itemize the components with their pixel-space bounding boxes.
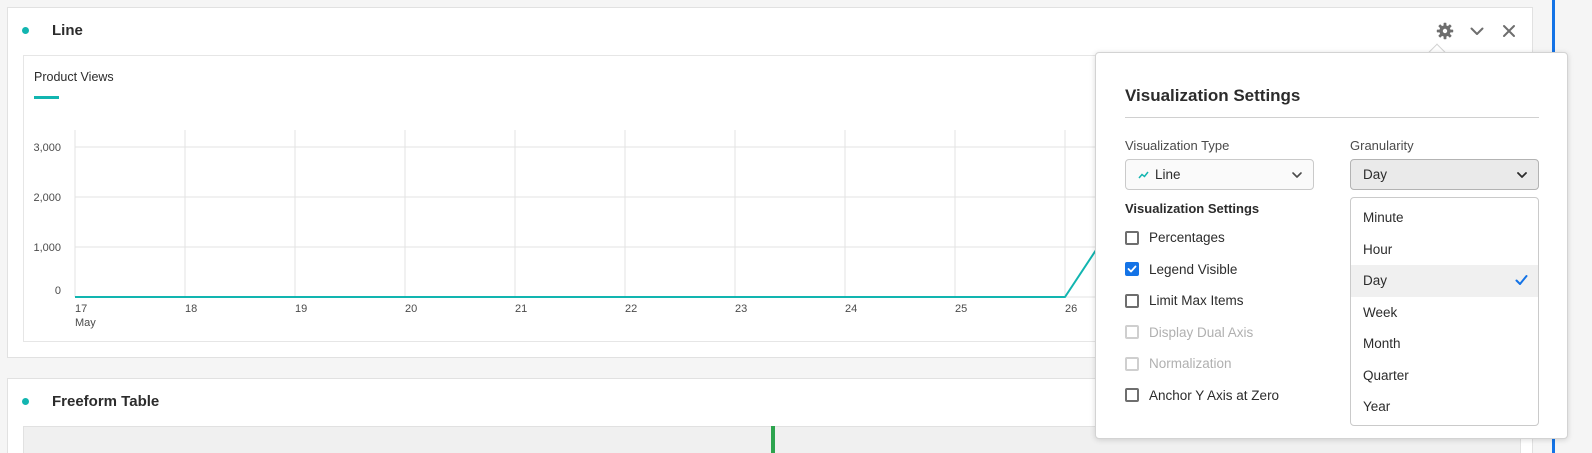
- granularity-select[interactable]: Day: [1350, 159, 1539, 190]
- checkbox[interactable]: [1125, 293, 1139, 308]
- checkbox-row[interactable]: Limit Max Items: [1125, 293, 1244, 308]
- x-tick-label: 26: [1065, 303, 1077, 315]
- checkmark-icon: [1515, 274, 1528, 286]
- close-icon[interactable]: [1500, 22, 1518, 40]
- option-label: Minute: [1363, 210, 1404, 226]
- x-tick-label: 22: [625, 303, 637, 315]
- visualization-type-value: Line: [1155, 167, 1181, 182]
- granularity-option-hour[interactable]: Hour: [1351, 234, 1538, 266]
- x-tick-label: 18: [185, 303, 197, 315]
- checkbox-label: Display Dual Axis: [1149, 324, 1254, 340]
- legend-item-label[interactable]: Product Views: [34, 70, 114, 84]
- freeform-table-panel: Freeform Table: [7, 378, 1533, 453]
- checkbox-checked[interactable]: [1125, 262, 1139, 276]
- visualization-settings-popover: Visualization Settings Visualization Typ…: [1095, 52, 1568, 439]
- x-tick-label: 25: [955, 303, 967, 315]
- chevron-down-icon[interactable]: [1468, 22, 1486, 40]
- popover-divider: [1125, 117, 1539, 118]
- checkbox: [1125, 356, 1139, 371]
- panel-actions: [1436, 22, 1518, 40]
- checkbox[interactable]: [1125, 230, 1139, 245]
- option-label: Day: [1363, 273, 1388, 289]
- granularity-option-year[interactable]: Year: [1351, 391, 1538, 423]
- checkbox-row[interactable]: Percentages: [1125, 230, 1225, 245]
- option-label: Year: [1363, 399, 1391, 415]
- series-line-product-views: [75, 246, 1099, 298]
- checkbox-row: Normalization: [1125, 356, 1232, 371]
- option-label: Month: [1363, 336, 1401, 352]
- granularity-value: Day: [1363, 167, 1388, 182]
- line-chart-icon: [1138, 170, 1149, 180]
- checkbox-row[interactable]: Legend Visible: [1125, 262, 1237, 277]
- checkmark-icon: [1127, 265, 1137, 273]
- popover-title: Visualization Settings: [1125, 86, 1301, 105]
- chevron-down-icon: [1291, 169, 1303, 181]
- x-tick-label: 20: [405, 303, 417, 315]
- x-tick-sublabel: May: [75, 317, 96, 329]
- y-tick-label: 2,000: [33, 192, 61, 204]
- visualization-type-label: Visualization Type: [1125, 138, 1230, 153]
- x-tick-label: 17: [75, 303, 87, 315]
- granularity-dropdown-list: Minute Hour Day Week Month Quarter Year: [1350, 197, 1539, 426]
- chart-plot: 3,000 2,000 1,000 0 17 18 19 20 21 22 23 24 25 26 May: [33, 130, 1194, 329]
- checkbox-label: Normalization: [1149, 356, 1232, 371]
- granularity-option-day[interactable]: Day: [1351, 265, 1538, 297]
- chevron-down-icon: [1516, 169, 1528, 181]
- checkbox-label: Percentages: [1149, 230, 1225, 245]
- x-tick-label: 19: [295, 303, 307, 315]
- checkbox-row[interactable]: Anchor Y Axis at Zero: [1125, 388, 1279, 403]
- drop-zone-marker: [771, 426, 775, 453]
- gear-icon[interactable]: [1436, 22, 1454, 40]
- checkbox-label: Legend Visible: [1149, 261, 1238, 277]
- option-label: Hour: [1363, 241, 1393, 257]
- panel-title: Freeform Table: [52, 393, 160, 410]
- visualization-type-select[interactable]: Line: [1125, 159, 1314, 190]
- granularity-option-month[interactable]: Month: [1351, 328, 1538, 360]
- line-chart: Product Views 3,000 2,000 1,000 0 17 18 19 20 21…: [23, 55, 1521, 342]
- checkbox-row: Display Dual Axis: [1125, 325, 1253, 340]
- option-label: Quarter: [1363, 367, 1409, 383]
- panel-title: Line: [52, 22, 83, 39]
- panel-status-dot: [22, 398, 29, 405]
- checkbox[interactable]: [1125, 388, 1139, 402]
- checkbox: [1125, 325, 1139, 339]
- settings-section-heading: Visualization Settings: [1125, 201, 1260, 216]
- x-tick-label: 21: [515, 303, 527, 315]
- granularity-option-quarter[interactable]: Quarter: [1351, 360, 1538, 392]
- granularity-option-minute[interactable]: Minute: [1351, 202, 1538, 234]
- y-tick-label: 1,000: [33, 242, 61, 254]
- x-tick-label: 24: [845, 303, 857, 315]
- legend-swatch: [34, 96, 59, 99]
- checkbox-label: Limit Max Items: [1149, 293, 1244, 308]
- y-tick-label: 3,000: [33, 142, 61, 154]
- granularity-option-week[interactable]: Week: [1351, 297, 1538, 329]
- checkbox-label: Anchor Y Axis at Zero: [1149, 387, 1280, 403]
- y-tick-label: 0: [55, 285, 61, 297]
- option-label: Week: [1363, 304, 1398, 320]
- panel-status-dot: [22, 27, 29, 34]
- x-tick-label: 23: [735, 303, 747, 315]
- granularity-label: Granularity: [1350, 138, 1414, 153]
